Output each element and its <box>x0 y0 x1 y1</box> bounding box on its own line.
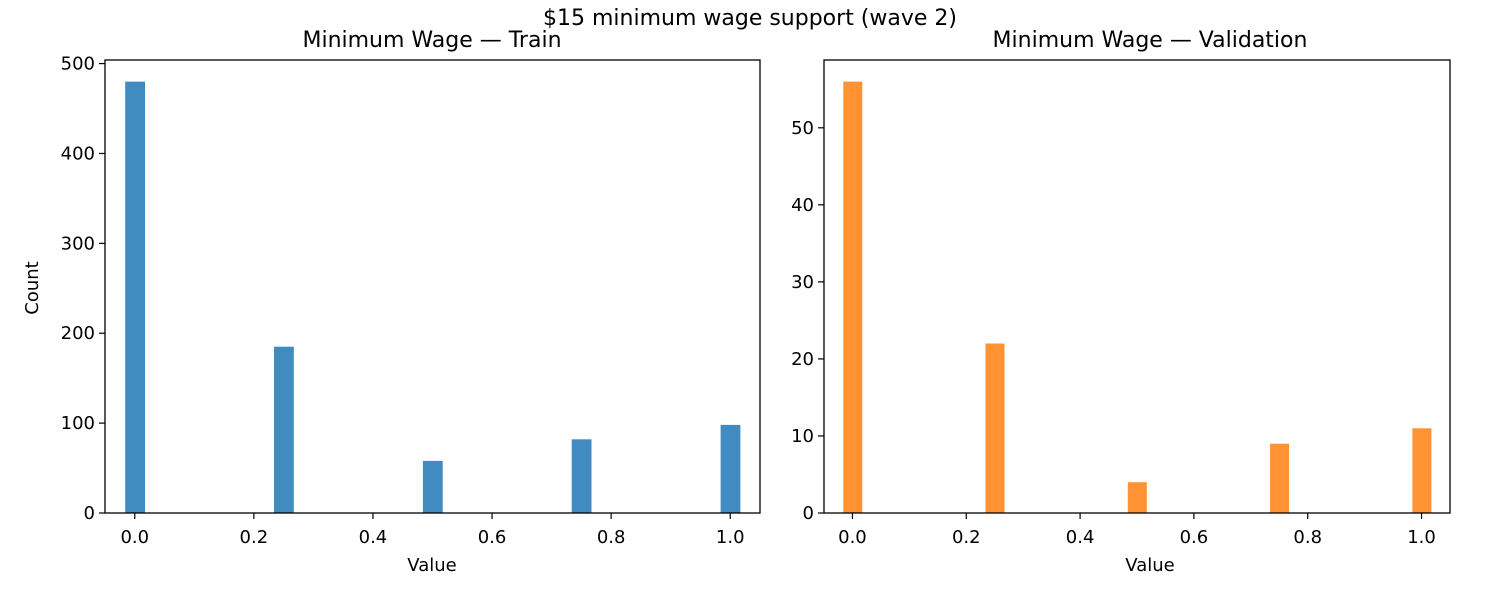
x-tick-label: 0.8 <box>597 527 626 548</box>
x-tick-label: 1.0 <box>716 527 745 548</box>
y-tick-label: 0 <box>84 503 95 524</box>
y-tick-label: 300 <box>61 233 95 254</box>
x-tick-label: 0.6 <box>478 527 507 548</box>
figure-suptitle: $15 minimum wage support (wave 2) <box>543 6 957 31</box>
y-tick-label: 500 <box>61 54 95 75</box>
x-tick-label: 0.4 <box>359 527 388 548</box>
bar-group <box>125 81 741 513</box>
y-axis-label: Count <box>22 261 43 314</box>
tick-group: 0.0 0.2 0.4 0.6 0.8 1.0 0 100 200 300 400 500 <box>61 54 745 548</box>
y-tick-label: 100 <box>61 413 95 434</box>
x-tick-label: 0.2 <box>240 527 269 548</box>
bar <box>125 81 145 513</box>
bar <box>274 346 294 513</box>
y-tick-label: 200 <box>61 323 95 344</box>
y-tick-label: 400 <box>61 143 95 164</box>
x-axis-label: Value <box>407 555 456 576</box>
x-tick-label: 0.0 <box>120 527 149 548</box>
bar <box>422 460 443 513</box>
plot-frame <box>104 59 761 514</box>
chart-title: Minimum Wage — Train <box>302 28 561 53</box>
bar <box>720 424 741 513</box>
bar <box>571 439 592 513</box>
